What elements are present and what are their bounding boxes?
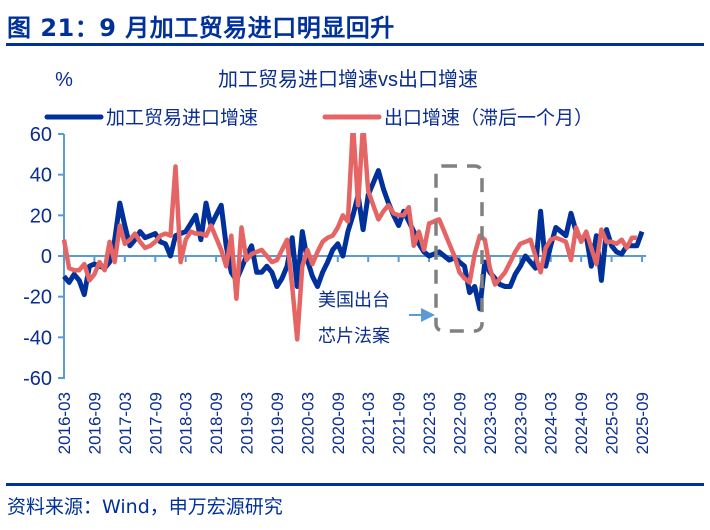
x-tick-label: 2021-03: [359, 392, 378, 454]
y-tick-label: 0: [41, 246, 52, 268]
x-tick-label: 2016-09: [85, 392, 104, 454]
x-tick-label: 2019-03: [238, 392, 257, 454]
y-axis-unit: %: [55, 69, 73, 91]
header-rule: [6, 43, 704, 46]
y-tick-label: -60: [23, 368, 52, 390]
y-tick-label: -40: [23, 327, 52, 349]
annotation: 美国出台 芯片法案: [318, 164, 484, 346]
x-tick-label: 2024-09: [572, 392, 591, 454]
y-tick-label: 40: [30, 165, 52, 187]
x-tick-label: 2022-03: [420, 392, 439, 454]
y-tick-label: -20: [23, 287, 52, 309]
x-tick-label: 2018-09: [207, 392, 226, 454]
x-tick-label: 2017-03: [116, 392, 135, 454]
x-tick-label: 2023-09: [511, 392, 530, 454]
legend: 加工贸易进口增速 出口增速（滞后一个月）: [44, 107, 593, 129]
x-tick-label: 2021-09: [390, 392, 409, 454]
annotation-line2: 芯片法案: [318, 326, 390, 346]
x-tick-label: 2018-03: [177, 392, 196, 454]
y-axis: 60 40 20 0 -20 -40 -60: [23, 124, 65, 390]
series-lines: [61, 133, 645, 342]
x-tick-label: 2016-03: [55, 392, 74, 454]
annotation-line1: 美国出台: [318, 290, 390, 310]
series-line-processing-imports: [62, 168, 645, 312]
x-tick-label: 2023-03: [481, 392, 500, 454]
x-tick-label: 2020-03: [298, 392, 317, 454]
y-tick-label: 60: [30, 124, 52, 146]
x-tick-label: 2025-03: [603, 392, 622, 454]
chart-title: 加工贸易进口增速vs出口增速: [218, 68, 478, 91]
highlight-dashed-box: [434, 164, 484, 333]
x-tick-label: 2019-09: [268, 392, 287, 454]
legend-label-processing-imports: 加工贸易进口增速: [106, 107, 258, 129]
figure-title: 图 21：9 月加工贸易进口明显回升: [7, 14, 395, 42]
footer-rule: [6, 483, 704, 486]
x-tick-label: 2020-09: [329, 392, 348, 454]
x-tick-label: 2025-09: [633, 392, 652, 454]
x-tick-label: 2022-09: [450, 392, 469, 454]
x-axis: 2016-03 2016-09 2017-03 2017-09 2018-03 2018-…: [55, 255, 652, 454]
arrow-right-icon: [421, 308, 435, 322]
x-tick-label: 2017-09: [146, 392, 165, 454]
x-tick-label: 2024-03: [542, 392, 561, 454]
source-note: 资料来源：Wind，申万宏源研究: [7, 496, 283, 518]
legend-label-exports: 出口增速（滞后一个月）: [384, 107, 593, 129]
y-tick-label: 20: [30, 205, 52, 227]
series-line-exports: [61, 133, 637, 342]
